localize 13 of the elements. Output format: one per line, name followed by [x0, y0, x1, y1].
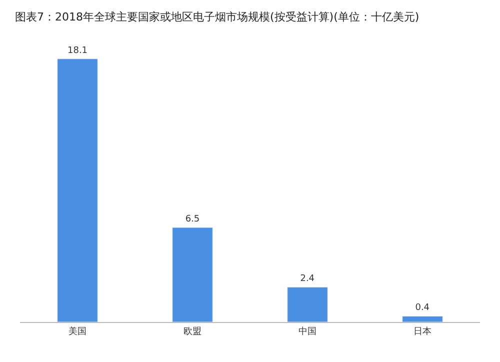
- bar: [287, 286, 328, 322]
- x-tick-label: 中国: [298, 326, 316, 337]
- x-tick-label: 日本: [414, 326, 432, 337]
- x-tick-label: 欧盟: [184, 326, 202, 337]
- data-label: 2.4: [300, 274, 315, 284]
- x-tick-label: 美国: [68, 326, 86, 337]
- data-label: 0.4: [415, 303, 430, 314]
- data-label: 6.5: [185, 214, 200, 224]
- data-label: 18.1: [67, 46, 88, 56]
- bar: [402, 316, 443, 322]
- chart-title: 图表7：2018年全球主要国家或地区电子烟市场规模(按受益计算)(单位：十亿美元): [15, 10, 420, 24]
- bar: [172, 227, 213, 322]
- bar: [57, 58, 98, 322]
